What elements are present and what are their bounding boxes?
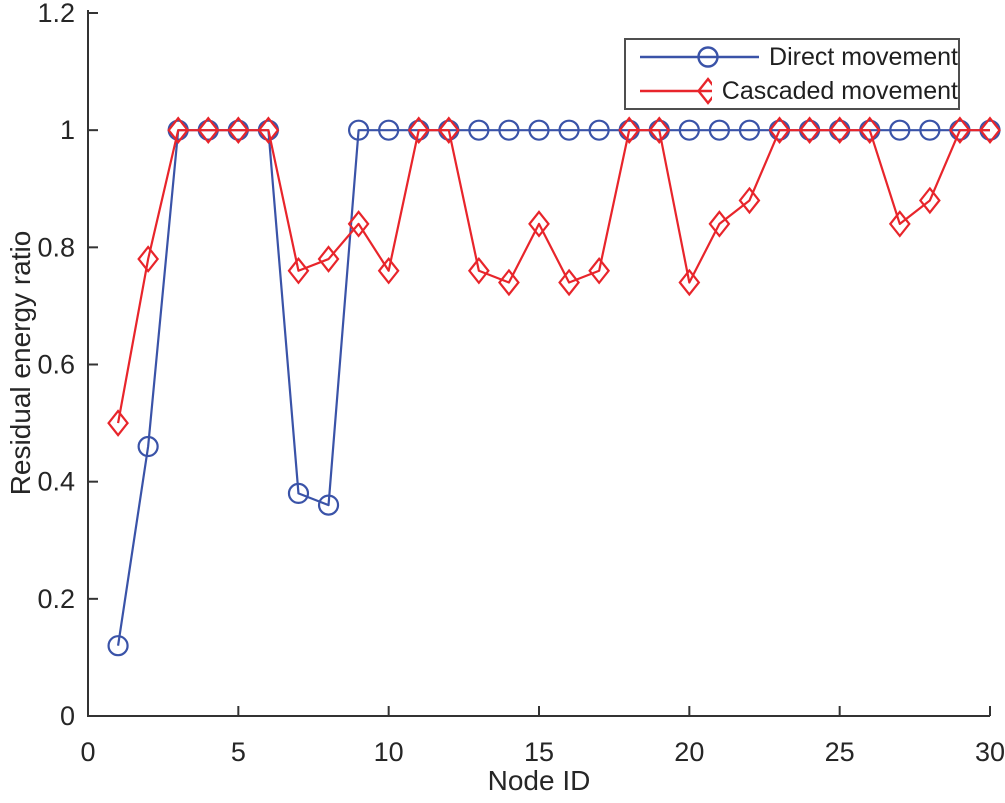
x-tick-label: 30 bbox=[975, 737, 1005, 767]
data-point-diamond bbox=[347, 210, 370, 238]
legend-item-direct: Direct movement bbox=[626, 40, 958, 74]
data-point-diamond bbox=[558, 268, 580, 297]
data-point-diamond bbox=[528, 210, 550, 238]
data-point-diamond bbox=[257, 116, 280, 144]
x-tick-label: 5 bbox=[231, 737, 246, 767]
y-tick-label: 0.2 bbox=[37, 584, 75, 614]
data-point-diamond bbox=[498, 268, 520, 297]
data-point-circle bbox=[137, 435, 159, 458]
data-point-diamond bbox=[437, 116, 460, 144]
data-point-circle bbox=[498, 119, 520, 141]
data-point-diamond bbox=[979, 116, 1001, 144]
data-point-diamond bbox=[949, 116, 971, 144]
series-line-circle bbox=[116, 129, 990, 646]
data-point-diamond bbox=[317, 245, 340, 273]
data-point-circle bbox=[317, 494, 340, 516]
data-point-circle bbox=[588, 119, 610, 141]
series-group bbox=[107, 116, 1001, 657]
y-tick-label: 1 bbox=[60, 115, 75, 145]
data-point-circle bbox=[287, 482, 310, 504]
data-point-diamond bbox=[588, 256, 611, 285]
data-point-diamond bbox=[828, 116, 851, 144]
data-point-diamond bbox=[768, 116, 791, 144]
legend-item-cascaded: Cascaded movement bbox=[626, 74, 958, 108]
line-diamond-marker-icon bbox=[640, 77, 712, 105]
data-point-diamond bbox=[678, 268, 701, 297]
legend: Direct movement Cascaded movement bbox=[624, 38, 960, 110]
y-tick-label: 0.8 bbox=[37, 232, 75, 262]
data-point-diamond bbox=[197, 116, 220, 144]
data-point-diamond bbox=[888, 210, 911, 238]
data-point-circle bbox=[889, 119, 911, 141]
series-line-diamond bbox=[116, 129, 990, 424]
data-point-diamond bbox=[227, 116, 250, 144]
data-point-circle bbox=[558, 119, 580, 141]
axes-group: 0 5 10 15 20 25 30 0 0.2 0.4 0.6 0.8 1 1.2 bbox=[37, 0, 1005, 767]
legend-label-cascaded: Cascaded movement bbox=[721, 76, 958, 105]
data-point-diamond bbox=[467, 256, 490, 285]
data-point-circle bbox=[528, 119, 550, 141]
data-point-diamond bbox=[167, 116, 190, 144]
data-point-diamond bbox=[107, 409, 129, 437]
data-point-diamond bbox=[918, 186, 941, 215]
x-tick-label: 0 bbox=[80, 737, 95, 767]
data-point-circle bbox=[107, 635, 129, 657]
data-point-circle bbox=[468, 119, 490, 141]
data-point-diamond bbox=[137, 245, 160, 273]
data-point-circle bbox=[919, 119, 941, 141]
data-point-circle bbox=[708, 119, 731, 141]
x-tick-label: 15 bbox=[524, 737, 554, 767]
data-point-diamond bbox=[287, 256, 310, 285]
data-point-circle bbox=[738, 119, 761, 141]
data-point-diamond bbox=[708, 210, 731, 238]
data-point-diamond bbox=[798, 116, 821, 144]
y-tick-label: 0.4 bbox=[37, 467, 75, 497]
data-point-diamond bbox=[377, 256, 400, 285]
data-point-diamond bbox=[407, 116, 430, 144]
data-point-circle bbox=[678, 119, 700, 141]
data-point-circle bbox=[348, 119, 370, 141]
data-point-circle bbox=[378, 119, 400, 141]
line-circle-marker-icon bbox=[640, 46, 760, 68]
y-tick-label: 0.6 bbox=[37, 350, 75, 380]
x-tick-label: 20 bbox=[674, 737, 704, 767]
x-axis-label: Node ID bbox=[487, 765, 591, 796]
data-point-diamond bbox=[858, 116, 881, 144]
legend-label-direct: Direct movement bbox=[769, 42, 958, 71]
data-point-diamond bbox=[738, 186, 761, 215]
axis-spines bbox=[87, 10, 990, 717]
y-axis-label: Residual energy ratio bbox=[5, 230, 36, 496]
y-tick-label: 0 bbox=[60, 701, 75, 731]
x-tick-label: 10 bbox=[374, 737, 404, 767]
y-tick-label: 1.2 bbox=[37, 0, 75, 28]
data-point-diamond bbox=[618, 116, 641, 144]
x-tick-label: 25 bbox=[825, 737, 855, 767]
data-point-diamond bbox=[648, 116, 671, 144]
